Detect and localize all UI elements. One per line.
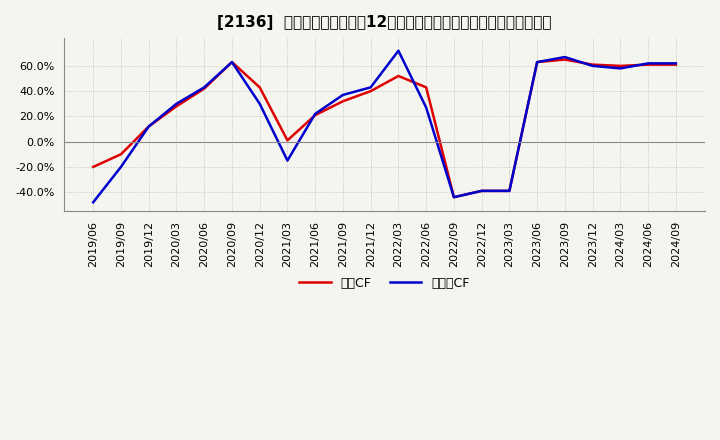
- 営業CF: [644, 62, 652, 67]
- 営業CF: [200, 86, 209, 91]
- フリーCF: [394, 48, 402, 53]
- 営業CF: [394, 73, 402, 79]
- 営業CF: [561, 57, 570, 62]
- 営業CF: [616, 63, 625, 69]
- フリーCF: [533, 59, 541, 65]
- 営業CF: [533, 59, 541, 65]
- フリーCF: [117, 164, 125, 169]
- フリーCF: [366, 85, 375, 90]
- Title: [2136]  キャッシュフローの12か月移動合計の対前年同期増減率の推移: [2136] キャッシュフローの12か月移動合計の対前年同期増減率の推移: [217, 15, 552, 30]
- フリーCF: [283, 158, 292, 163]
- フリーCF: [505, 188, 513, 194]
- フリーCF: [89, 200, 97, 205]
- 営業CF: [228, 59, 236, 65]
- 営業CF: [672, 62, 680, 67]
- フリーCF: [422, 105, 431, 110]
- フリーCF: [145, 124, 153, 129]
- 営業CF: [89, 164, 97, 169]
- Line: 営業CF: 営業CF: [93, 59, 676, 197]
- 営業CF: [366, 88, 375, 94]
- フリーCF: [449, 194, 458, 200]
- フリーCF: [311, 111, 320, 117]
- Line: フリーCF: フリーCF: [93, 51, 676, 202]
- 営業CF: [588, 62, 597, 67]
- フリーCF: [644, 61, 652, 66]
- 営業CF: [145, 124, 153, 129]
- フリーCF: [672, 61, 680, 66]
- 営業CF: [283, 138, 292, 143]
- 営業CF: [477, 188, 486, 194]
- Legend: 営業CF, フリーCF: 営業CF, フリーCF: [294, 272, 474, 295]
- フリーCF: [338, 92, 347, 98]
- フリーCF: [477, 188, 486, 194]
- フリーCF: [616, 66, 625, 71]
- 営業CF: [172, 104, 181, 109]
- 営業CF: [505, 188, 513, 194]
- 営業CF: [311, 113, 320, 118]
- フリーCF: [200, 85, 209, 90]
- 営業CF: [422, 85, 431, 90]
- 営業CF: [338, 99, 347, 104]
- 営業CF: [117, 152, 125, 157]
- 営業CF: [256, 85, 264, 90]
- フリーCF: [172, 101, 181, 106]
- フリーCF: [561, 55, 570, 60]
- フリーCF: [256, 101, 264, 106]
- 営業CF: [449, 194, 458, 200]
- フリーCF: [588, 63, 597, 69]
- フリーCF: [228, 59, 236, 65]
